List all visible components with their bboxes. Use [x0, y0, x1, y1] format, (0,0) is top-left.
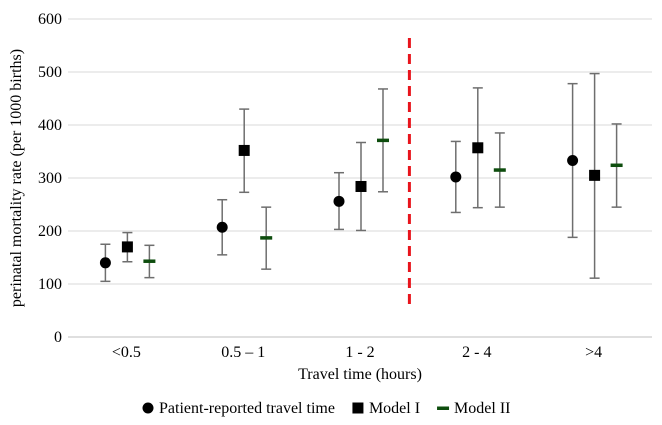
y-tick-label: 600: [38, 11, 62, 28]
y-tick-label: 0: [54, 329, 62, 346]
data-point-circle: [99, 257, 111, 269]
x-axis-title: Travel time (hours): [298, 366, 422, 383]
x-tick-label: <0.5: [112, 344, 141, 361]
legend-label: Patient-reported travel time: [159, 400, 335, 417]
x-tick-label: 1 - 2: [345, 344, 374, 361]
legend-marker-dash: [437, 406, 450, 410]
error-bars: [100, 72, 622, 283]
data-point-square: [355, 180, 367, 192]
legend-marker-circle: [142, 402, 154, 414]
y-tick-label: 400: [38, 117, 62, 134]
legend: Patient-reported travel time Model I Model…: [142, 400, 510, 417]
data-point-dash: [610, 163, 623, 168]
data-point-square: [121, 241, 133, 253]
y-tick-label: 500: [38, 64, 62, 81]
legend-label: Model I: [369, 400, 420, 417]
legend-label: Model II: [454, 400, 510, 417]
y-axis-title: perinatal mortality rate (per 1000 birth…: [8, 49, 25, 307]
gridlines: [68, 18, 652, 285]
y-tick-label: 200: [38, 223, 62, 240]
data-points: [99, 138, 623, 269]
x-tick-label: >4: [585, 344, 602, 361]
data-point-dash: [260, 236, 273, 240]
data-point-circle: [216, 221, 228, 233]
x-axis-ticks: <0.5 0.5 – 1 1 - 2 2 - 4 >4: [112, 344, 602, 361]
data-point-dash: [143, 259, 156, 263]
y-axis-ticks: 0 100 200 300 400 500 600: [38, 11, 62, 346]
y-tick-label: 300: [38, 170, 62, 187]
data-point-circle: [567, 155, 579, 167]
y-tick-label: 100: [38, 276, 62, 293]
data-point-square: [589, 169, 601, 181]
data-point-dash: [493, 168, 506, 172]
x-tick-label: 2 - 4: [462, 344, 491, 361]
legend-marker-square: [352, 402, 364, 414]
data-point-square: [472, 142, 484, 154]
x-tick-label: 0.5 – 1: [221, 344, 265, 361]
data-point-square: [238, 144, 250, 156]
data-point-circle: [333, 195, 345, 207]
data-point-dash: [377, 138, 389, 143]
data-point-circle: [450, 171, 462, 183]
